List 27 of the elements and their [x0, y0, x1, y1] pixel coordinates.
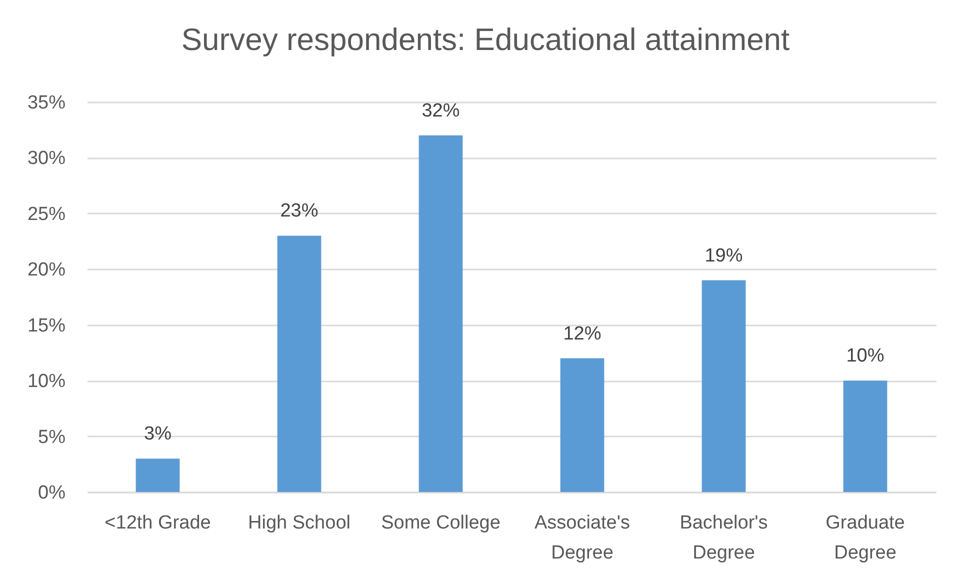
x-tick-label: Bachelor's Degree: [680, 512, 768, 564]
data-label: 3%: [144, 424, 172, 445]
bar: [418, 135, 463, 492]
y-tick-label: 0%: [38, 482, 66, 504]
y-tick-label: 20%: [27, 260, 66, 281]
y-tick-label: 15%: [27, 315, 66, 336]
data-label: 32%: [422, 100, 460, 122]
data-label: 12%: [563, 323, 602, 344]
y-tick-label: 35%: [27, 92, 66, 114]
x-tick-label: <12th Grade: [104, 512, 211, 534]
x-tick-label: Associate's Degree: [534, 512, 630, 564]
bar: [136, 458, 180, 492]
chart-title: Survey respondents: Educational attainment: [181, 22, 790, 57]
bar: [560, 358, 604, 492]
x-tick-label: Some College: [381, 512, 500, 534]
data-label: 19%: [704, 245, 743, 266]
x-tick-label: High School: [248, 512, 350, 534]
y-tick-label: 30%: [27, 148, 66, 170]
bar: [277, 236, 322, 492]
y-tick-label: 25%: [27, 204, 66, 225]
data-label: 10%: [846, 346, 884, 367]
bar: [702, 280, 746, 492]
data-label: 23%: [280, 200, 318, 222]
x-tick-label: Graduate Degree: [826, 512, 905, 564]
y-tick-label: 5%: [38, 426, 66, 448]
y-tick-label: 10%: [27, 371, 66, 392]
bar: [843, 380, 888, 492]
